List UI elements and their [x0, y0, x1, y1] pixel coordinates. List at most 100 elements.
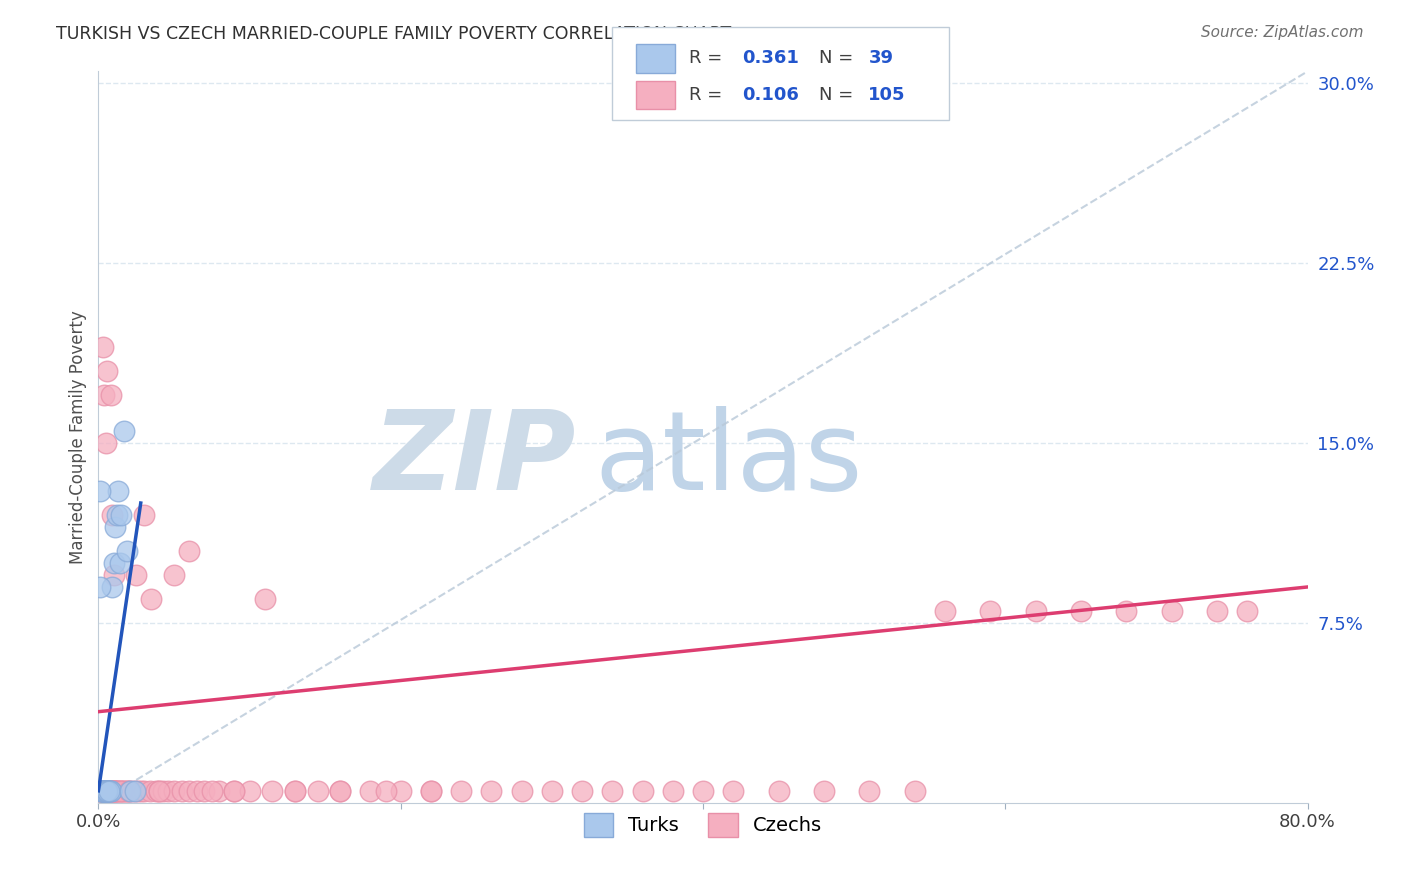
Text: TURKISH VS CZECH MARRIED-COUPLE FAMILY POVERTY CORRELATION CHART: TURKISH VS CZECH MARRIED-COUPLE FAMILY P…: [56, 25, 731, 43]
Point: [124, 784, 146, 798]
Point: [101, 508, 124, 522]
Point: [661, 784, 683, 798]
Point: [540, 784, 562, 798]
Point: [115, 544, 138, 558]
Point: [979, 604, 1001, 618]
Point: [89, 784, 111, 798]
Text: 0.361: 0.361: [742, 49, 799, 67]
Point: [118, 784, 141, 798]
Point: [132, 784, 155, 798]
Point: [93, 784, 115, 798]
Point: [96, 784, 118, 798]
Point: [101, 784, 124, 798]
Text: 39: 39: [869, 49, 893, 67]
Point: [120, 784, 142, 798]
Point: [329, 784, 352, 798]
Point: [103, 784, 125, 798]
Point: [118, 784, 141, 798]
Point: [170, 784, 193, 798]
Point: [510, 784, 533, 798]
Point: [253, 591, 276, 606]
Point: [112, 784, 135, 798]
Point: [1236, 604, 1258, 618]
Point: [132, 508, 155, 522]
Text: N =: N =: [820, 86, 859, 103]
Point: [114, 784, 136, 798]
Point: [152, 784, 174, 798]
Point: [98, 784, 121, 798]
Point: [89, 483, 111, 498]
Point: [93, 784, 115, 798]
Point: [163, 784, 186, 798]
Point: [145, 784, 167, 798]
Point: [94, 784, 117, 798]
Point: [186, 784, 208, 798]
Point: [1206, 604, 1229, 618]
Point: [100, 784, 122, 798]
Point: [103, 556, 125, 570]
Point: [90, 784, 112, 798]
Point: [389, 784, 412, 798]
Point: [201, 784, 224, 798]
Point: [108, 556, 131, 570]
Point: [93, 784, 115, 798]
Point: [224, 784, 246, 798]
Point: [374, 784, 396, 798]
Point: [148, 784, 170, 798]
Point: [103, 784, 125, 798]
Point: [103, 568, 125, 582]
Point: [90, 784, 112, 798]
Point: [96, 784, 118, 798]
Point: [98, 784, 121, 798]
Point: [1115, 604, 1137, 618]
Point: [934, 604, 956, 618]
Point: [91, 784, 114, 798]
Point: [262, 784, 284, 798]
Point: [94, 784, 117, 798]
Point: [100, 388, 122, 402]
Point: [93, 784, 115, 798]
Point: [129, 784, 152, 798]
Point: [93, 784, 115, 798]
Point: [692, 784, 714, 798]
Point: [93, 388, 115, 402]
Text: 0.106: 0.106: [742, 86, 799, 103]
Point: [98, 784, 121, 798]
Point: [124, 784, 146, 798]
Point: [104, 784, 127, 798]
Point: [96, 784, 118, 798]
Point: [329, 784, 352, 798]
Point: [631, 784, 654, 798]
Point: [307, 784, 329, 798]
Point: [723, 784, 745, 798]
Point: [420, 784, 443, 798]
Text: Source: ZipAtlas.com: Source: ZipAtlas.com: [1201, 25, 1364, 40]
Point: [90, 784, 112, 798]
Point: [284, 784, 307, 798]
Point: [193, 784, 215, 798]
Point: [107, 483, 129, 498]
Point: [94, 436, 117, 450]
Point: [96, 784, 118, 798]
Point: [104, 784, 127, 798]
Point: [91, 784, 114, 798]
Point: [104, 784, 127, 798]
Point: [89, 580, 111, 594]
Point: [96, 784, 118, 798]
Point: [1070, 604, 1092, 618]
Point: [148, 784, 170, 798]
Point: [284, 784, 307, 798]
Text: N =: N =: [820, 49, 859, 67]
Point: [94, 784, 117, 798]
Point: [1024, 604, 1046, 618]
Point: [105, 784, 128, 798]
Point: [420, 784, 443, 798]
Point: [1160, 604, 1182, 618]
Point: [481, 784, 503, 798]
Point: [96, 364, 118, 378]
Point: [96, 784, 118, 798]
Point: [110, 508, 132, 522]
Point: [91, 784, 114, 798]
Text: R =: R =: [689, 86, 728, 103]
Point: [90, 784, 112, 798]
